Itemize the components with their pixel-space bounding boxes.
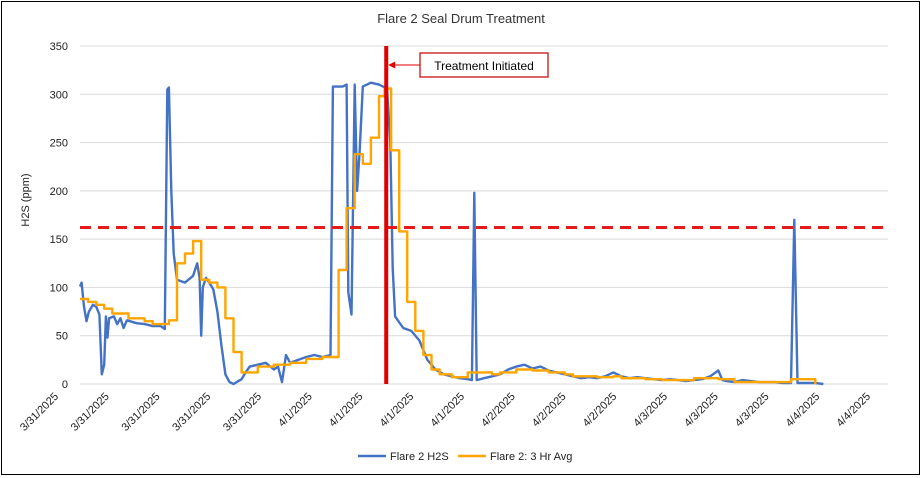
x-tick-label: 4/3/2025 (682, 391, 721, 430)
x-tick-label: 4/4/2025 (834, 391, 873, 430)
y-tick-label: 100 (50, 282, 68, 294)
x-tick-label: 4/1/2025 (327, 391, 366, 430)
y-tick-labels: 0 50 100 150 200 250 300 350 (50, 41, 68, 391)
series-lines (78, 81, 824, 386)
x-tick-label: 3/31/2025 (170, 391, 213, 434)
legend: Flare 2 H2S Flare 2: 3 Hr Avg (358, 451, 572, 463)
y-tick-label: 150 (50, 234, 68, 246)
x-tick-label: 3/31/2025 (69, 391, 112, 434)
y-tick-label: 0 (62, 379, 68, 391)
annotation-group: Treatment Initiated (384, 46, 549, 384)
x-tick-label: 4/1/2025 (276, 391, 315, 430)
y-tick-label: 250 (50, 138, 68, 150)
chart-title: Flare 2 Seal Drum Treatment (377, 11, 545, 26)
x-tick-label: 4/1/2025 (378, 391, 417, 430)
x-tick-label: 4/2/2025 (581, 391, 620, 430)
x-tick-label: 3/31/2025 (18, 391, 61, 434)
y-tick-label: 50 (56, 331, 68, 343)
series-line-h2s (78, 81, 824, 386)
x-tick-label: 3/31/2025 (120, 391, 163, 434)
y-tick-label: 300 (50, 89, 68, 101)
x-tick-label: 3/31/2025 (221, 391, 264, 434)
series-line-avg (80, 87, 817, 384)
annotation-label: Treatment Initiated (434, 59, 534, 73)
legend-label-h2s: Flare 2 H2S (390, 451, 449, 463)
x-tick-label: 4/3/2025 (631, 391, 670, 430)
grid-lines (80, 45, 888, 385)
x-tick-label: 4/4/2025 (784, 391, 823, 430)
y-tick-label: 200 (50, 186, 68, 198)
x-tick-label: 4/2/2025 (479, 391, 518, 430)
x-tick-label: 4/1/2025 (428, 391, 467, 430)
x-tick-label: 4/3/2025 (733, 391, 772, 430)
legend-label-avg: Flare 2: 3 Hr Avg (490, 451, 572, 463)
x-tick-label: 4/2/2025 (530, 391, 569, 430)
annotation-arrow-head (388, 61, 396, 69)
y-tick-label: 350 (50, 41, 68, 53)
x-tick-labels: 3/31/2025 3/31/2025 3/31/2025 3/31/2025 3/31… (18, 391, 873, 434)
y-axis-title: H2S (ppm) (20, 173, 32, 226)
